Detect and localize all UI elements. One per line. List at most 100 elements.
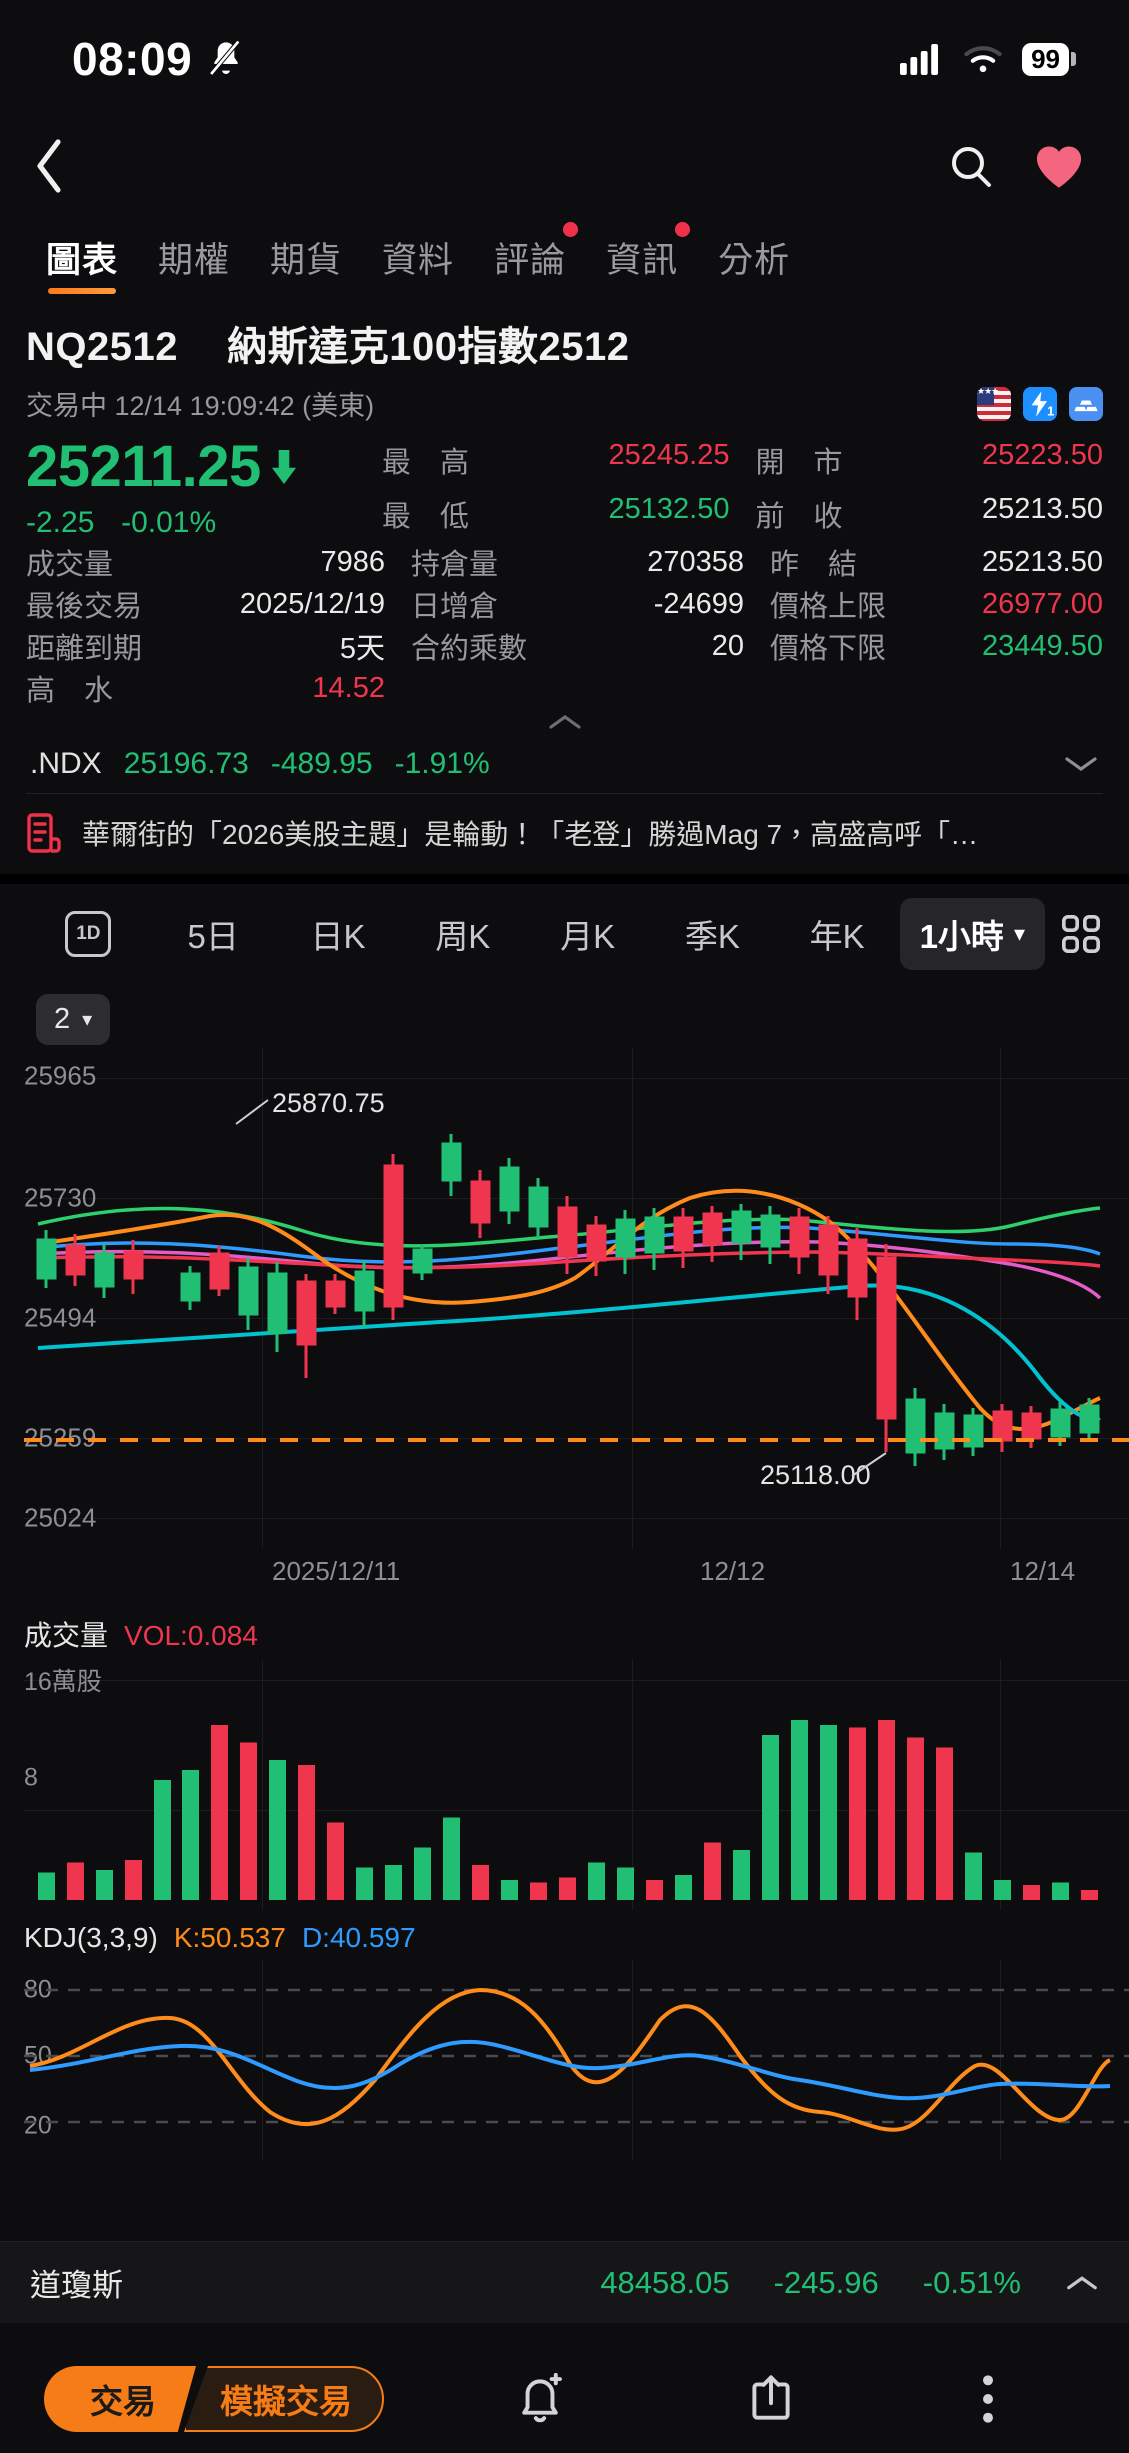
high-price-annotation: 25870.75 [272, 1088, 385, 1118]
kdj-k-value: K:50.537 [173, 1922, 286, 1953]
bottom-index-change-pct: -0.51% [922, 2264, 1021, 2300]
period-daily-k[interactable]: 日K [310, 918, 366, 955]
x-axis-tick: 2025/12/11 [272, 1556, 401, 1586]
stat-value: 26977.00 [982, 587, 1103, 620]
y-axis-tick: 25494 [24, 1302, 97, 1333]
price-change-pct: -0.01% [121, 506, 217, 539]
collapse-stats-button[interactable] [26, 709, 1103, 737]
back-chevron-icon[interactable] [30, 138, 70, 194]
volume-value: VOL:0.084 [124, 1620, 258, 1651]
bell-plus-icon[interactable] [515, 2372, 565, 2426]
stat-label: 價格下限 [770, 633, 887, 665]
stat-value: 14.52 [312, 671, 385, 704]
price-change-abs: -2.25 [26, 506, 95, 539]
layout-grid-icon[interactable] [1059, 913, 1103, 955]
tab-label: 期貨 [270, 240, 343, 280]
volume-panel[interactable]: 16萬股 8 [0, 1660, 1129, 1910]
stat-label: 最後交易 [26, 591, 143, 623]
period-5d[interactable]: 5日 [187, 918, 239, 955]
tab-news[interactable]: 資訊 [586, 214, 698, 300]
ma-count-dropdown[interactable]: 2 ▾ [36, 994, 111, 1045]
stats-grid-top: 最 高 25245.25 開 市 25223.50 最 低 25132.50 前… [356, 433, 1103, 541]
volume-title: 成交量 [24, 1620, 109, 1651]
volume-series [38, 1720, 1098, 1900]
gold-bars-icon [1069, 386, 1103, 421]
badge-group: ★★★ 1 [977, 386, 1103, 421]
stat-label: 最 低 [382, 501, 470, 533]
related-index-row[interactable]: .NDX 25196.73 -489.95 -1.91% [0, 737, 1129, 793]
more-vertical-icon[interactable] [977, 2372, 999, 2426]
period-1d[interactable]: 1D [26, 911, 151, 957]
stat-value: -24699 [653, 587, 744, 620]
tab-data[interactable]: 資料 [362, 214, 474, 300]
period-interval-dropdown[interactable]: 1小時 ▾ [899, 898, 1045, 970]
symbol-code: NQ2512 [26, 325, 178, 369]
bottom-index-bar[interactable]: 道瓊斯 48458.05 -245.96 -0.51% [0, 2241, 1129, 2323]
divider [26, 793, 1103, 794]
lightning-1-icon: 1 [1023, 386, 1057, 421]
search-icon[interactable] [947, 142, 995, 190]
chevron-up-icon[interactable] [1065, 2272, 1099, 2294]
period-selector: 1D 5日 日K 周K 月K 季K 年K 1小時 ▾ [0, 884, 1129, 980]
period-monthly-k[interactable]: 月K [560, 918, 616, 955]
y-axis-tick: 16萬股 [24, 1668, 102, 1696]
tab-analysis[interactable]: 分析 [698, 214, 810, 300]
tab-comments[interactable]: 評論 [474, 214, 586, 300]
kdj-panel[interactable]: 80 50 20 [0, 1960, 1129, 2160]
notification-dot [675, 222, 691, 237]
stat-label: 成交量 [26, 549, 114, 581]
us-flag-icon: ★★★ [977, 386, 1011, 421]
bottom-index-price: 48458.05 [600, 2264, 730, 2300]
last-price-value: 25211.25 [26, 434, 261, 499]
stat-value: 23449.50 [982, 629, 1103, 662]
y-axis-tick: 25259 [24, 1422, 97, 1453]
heart-icon[interactable] [1033, 142, 1085, 190]
price-change: -2.25 -0.01% [26, 506, 356, 540]
trade-button-group: 交易 模擬交易 [44, 2366, 384, 2432]
chevron-down-icon[interactable] [1063, 753, 1099, 775]
tab-chart[interactable]: 圖表 [26, 214, 138, 300]
stat-value: 2025/12/19 [239, 587, 385, 620]
candlestick-series [24, 1099, 1129, 1477]
news-document-icon [26, 812, 62, 854]
chevron-down-icon: ▾ [82, 1009, 93, 1031]
quote-subheader: 交易中 12/14 19:09:42 (美東) ★★★ 1 [26, 384, 1103, 423]
period-yearly-k[interactable]: 年K [809, 918, 865, 955]
news-ticker[interactable]: 華爾街的「2026美股主題」是輪動！「老登」勝過Mag 7，高盛高呼「… [0, 794, 1129, 874]
cellular-signal-icon [900, 43, 944, 75]
stat-value: 270358 [647, 545, 744, 578]
tab-label: 分析 [718, 240, 791, 280]
tab-label: 期權 [158, 240, 231, 280]
price-left: 25211.25 -2.25 -0.01% [26, 433, 356, 541]
stat-value: 20 [711, 629, 744, 662]
trade-button[interactable]: 交易 [44, 2366, 196, 2432]
candlestick-panel[interactable]: 25965 25730 25494 25259 25024 25870.75 2… [0, 1048, 1129, 1548]
share-icon[interactable] [746, 2372, 796, 2426]
bottom-toolbar: 交易 模擬交易 [0, 2323, 1129, 2453]
stats-row: 最後交易 2025/12/19 日增倉 -24699 價格上限 26977.00 [26, 583, 1103, 625]
period-quarterly-k[interactable]: 季K [684, 918, 740, 955]
y-axis-tick: 25730 [24, 1182, 97, 1213]
tab-label: 圖表 [46, 240, 119, 280]
navigation-bar [0, 118, 1129, 214]
stat-label: 高 水 [26, 675, 114, 707]
stats-row: 成交量 7986 持倉量 270358 昨 結 25213.50 [26, 541, 1103, 583]
status-right: 99 [900, 42, 1076, 76]
index-change: -489.95 [270, 747, 373, 780]
wifi-icon [962, 43, 1004, 75]
x-axis-tick: 12/14 [1010, 1556, 1076, 1586]
period-weekly-k[interactable]: 周K [435, 918, 491, 955]
bottom-index-change: -245.96 [773, 2264, 879, 2300]
bottom-index-name: 道瓊斯 [30, 2268, 123, 2303]
tab-options[interactable]: 期權 [138, 214, 250, 300]
stat-label: 開 市 [755, 447, 843, 479]
stat-label: 最 高 [382, 447, 470, 479]
nav-actions [947, 142, 1085, 190]
stat-value: 5天 [339, 633, 385, 665]
y-axis-tick: 20 [24, 2111, 52, 2140]
tab-futures[interactable]: 期貨 [250, 214, 362, 300]
sim-trade-button[interactable]: 模擬交易 [184, 2366, 384, 2432]
tab-label: 資料 [382, 240, 455, 280]
chart-plot-area[interactable]: 2 ▾ 25965 25730 25494 25259 25024 25870.… [0, 980, 1129, 2241]
notification-dot [563, 222, 579, 237]
